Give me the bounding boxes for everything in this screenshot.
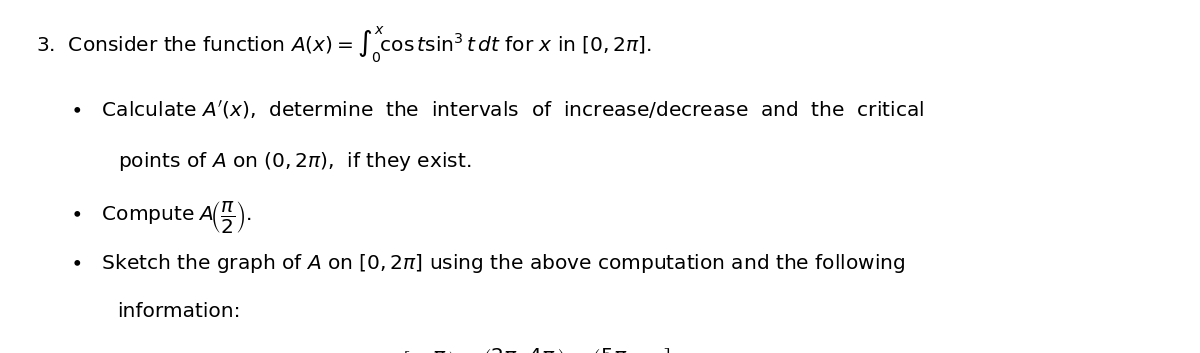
Text: $\bullet$   Compute $A\!\left(\dfrac{\pi}{2}\right)$.: $\bullet$ Compute $A\!\left(\dfrac{\pi}{… xyxy=(70,199,252,235)
Text: 3.  Consider the function $A(x) = \int_0^x \!\cos t\sin^3 t\, dt$ for $x$ in $[0: 3. Consider the function $A(x) = \int_0^… xyxy=(36,25,652,65)
Text: information:: information: xyxy=(118,302,241,321)
Text: $\bullet$   Calculate $A'(x)$,  determine  the  intervals  of  increase/decrease: $\bullet$ Calculate $A'(x)$, determine t… xyxy=(70,99,924,121)
Text: $-$   $A''(x) < 0$ if and only if $x$ in $\left[0, \dfrac{\pi}{3}\right) \cup \l: $-$ $A''(x) < 0$ if and only if $x$ in $… xyxy=(96,346,678,353)
Text: $\bullet$   Sketch the graph of $A$ on $[0, 2\pi]$ using the above computation a: $\bullet$ Sketch the graph of $A$ on $[0… xyxy=(70,252,905,275)
Text: points of $A$ on $(0, 2\pi)$,  if they exist.: points of $A$ on $(0, 2\pi)$, if they ex… xyxy=(118,150,472,173)
